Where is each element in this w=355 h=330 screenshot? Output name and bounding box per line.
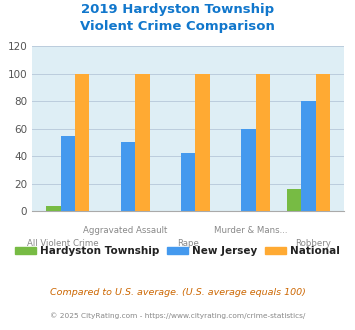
Bar	[301, 101, 316, 211]
Text: Murder & Mans...: Murder & Mans...	[214, 226, 288, 235]
Text: Aggravated Assault: Aggravated Assault	[83, 226, 168, 235]
Text: Rape: Rape	[177, 239, 199, 248]
Text: Compared to U.S. average. (U.S. average equals 100): Compared to U.S. average. (U.S. average …	[50, 287, 305, 297]
Bar	[135, 74, 150, 211]
Legend: Hardyston Township, New Jersey, National: Hardyston Township, New Jersey, National	[11, 242, 344, 260]
Text: 2019 Hardyston Township
Violent Crime Comparison: 2019 Hardyston Township Violent Crime Co…	[80, 3, 275, 33]
Bar	[287, 189, 301, 211]
Text: All Violent Crime: All Violent Crime	[27, 239, 99, 248]
Bar	[75, 74, 89, 211]
Bar	[241, 129, 256, 211]
Bar	[46, 206, 61, 211]
Bar	[316, 74, 330, 211]
Bar	[61, 136, 75, 211]
Text: © 2025 CityRating.com - https://www.cityrating.com/crime-statistics/: © 2025 CityRating.com - https://www.city…	[50, 313, 305, 319]
Bar	[181, 153, 195, 211]
Text: Robbery: Robbery	[295, 239, 331, 248]
Bar	[121, 143, 135, 211]
Bar	[256, 74, 270, 211]
Bar	[195, 74, 210, 211]
